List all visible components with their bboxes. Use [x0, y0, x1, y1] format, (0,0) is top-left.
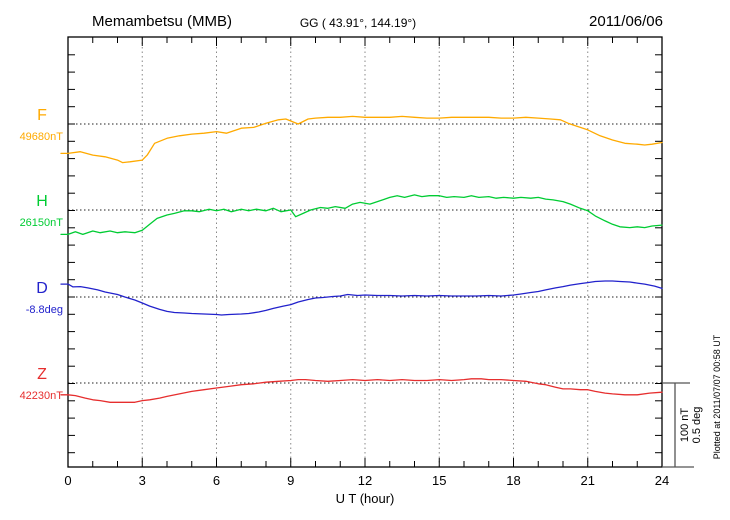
x-tick-label-24: 24	[654, 473, 670, 488]
channel-label-D: D	[36, 280, 48, 297]
plot-frame	[67, 36, 663, 468]
x-tick-label-15: 15	[432, 473, 447, 488]
x-tick-label-21: 21	[580, 473, 595, 488]
trace-H	[60, 194, 663, 236]
channel-baseline-H: 26150nT	[19, 217, 63, 229]
scale-deg-label: 0.5 deg	[691, 406, 703, 444]
channel-label-H: H	[36, 193, 48, 210]
geographic-coordinates: GG ( 43.91°, 144.19°)	[299, 16, 417, 30]
scale-bar-label: 100 nT 0.5 deg	[679, 407, 703, 444]
channel-baseline-D: -8.8deg	[25, 304, 63, 316]
plot-date: 2011/06/06	[589, 13, 663, 30]
channel-baseline-Z: 42230nT	[19, 390, 63, 402]
channel-baseline-F: 49680nT	[19, 131, 63, 143]
channel-label-F: F	[37, 107, 47, 124]
scale-nT-label: 100 nT	[679, 407, 691, 443]
trace-D	[60, 280, 663, 316]
plotted-timestamp: Plotted at 2011/07/07 00:58 UT	[712, 334, 722, 460]
x-tick-label-9: 9	[287, 473, 295, 488]
x-tick-label-18: 18	[506, 473, 521, 488]
x-tick-label-6: 6	[212, 473, 221, 488]
station-title: Memambetsu (MMB)	[92, 13, 233, 30]
trace-F	[60, 115, 663, 164]
x-axis-label: U T (hour)	[335, 491, 395, 506]
x-tick-label-0: 0	[64, 473, 72, 488]
x-tick-label-12: 12	[357, 473, 373, 488]
x-tick-label-3: 3	[138, 473, 146, 488]
trace-Z	[60, 378, 663, 403]
channel-label-Z: Z	[37, 366, 47, 383]
